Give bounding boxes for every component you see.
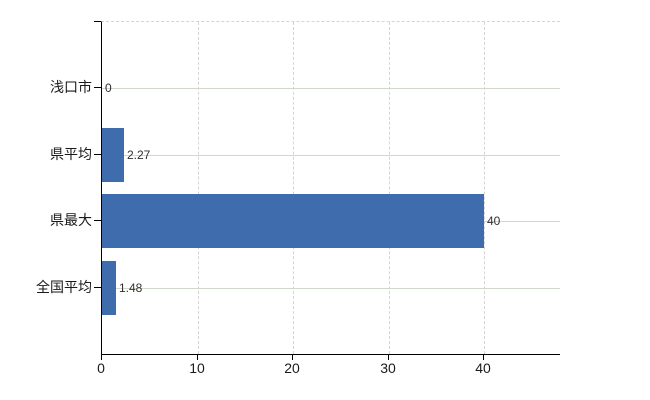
- x-axis-tick: [292, 354, 293, 360]
- horizontal-gridline: [102, 155, 560, 156]
- category-label: 県平均: [50, 146, 92, 162]
- y-axis-tick: [94, 87, 101, 88]
- vertical-gridline: [293, 22, 295, 354]
- x-axis-tick-label: 10: [189, 360, 205, 376]
- category-label: 全国平均: [36, 279, 92, 295]
- y-axis-end-tick: [94, 21, 101, 22]
- vertical-gridline: [197, 22, 199, 354]
- bar-value-label: 1.48: [119, 281, 143, 295]
- x-axis-tick-label: 0: [97, 360, 105, 376]
- vertical-gridline: [484, 22, 486, 354]
- bar-value-label: 0: [105, 81, 112, 95]
- x-axis-tick: [197, 354, 198, 360]
- x-axis-tick: [483, 354, 484, 360]
- x-axis-tick-label: 20: [284, 360, 300, 376]
- bar: [102, 261, 116, 315]
- bar-value-label: 40: [487, 214, 501, 228]
- x-axis-tick: [101, 354, 102, 360]
- horizontal-gridline: [102, 88, 560, 89]
- horizontal-gridline: [102, 288, 560, 289]
- bar: [102, 194, 484, 248]
- bar-value-label: 2.27: [127, 148, 151, 162]
- category-label: 県最大: [50, 212, 92, 228]
- x-axis-tick-label: 40: [475, 360, 491, 376]
- x-axis-tick-label: 30: [380, 360, 396, 376]
- y-axis-tick: [94, 287, 101, 288]
- bar: [102, 128, 124, 182]
- y-axis-tick: [94, 154, 101, 155]
- vertical-gridline: [388, 22, 390, 354]
- x-axis-tick: [388, 354, 389, 360]
- plot-area: 0 2.27 40 1.48: [101, 21, 560, 355]
- category-label: 浅口市: [50, 79, 92, 95]
- y-axis-tick: [94, 220, 101, 221]
